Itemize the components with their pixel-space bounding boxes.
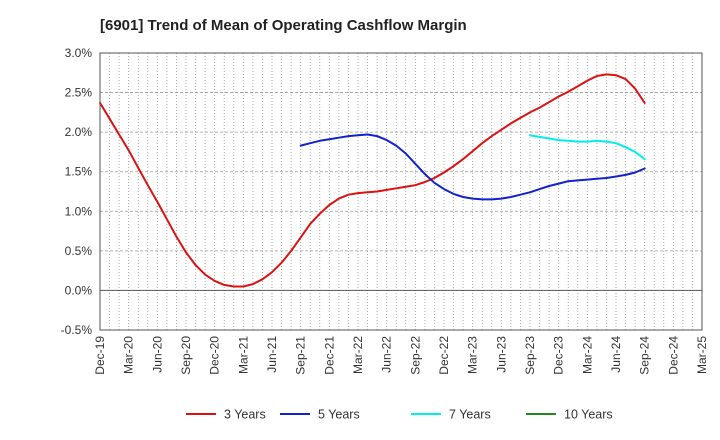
x-tick-label: Mar-25	[695, 336, 709, 374]
x-tick-label: Sep-23	[523, 336, 537, 375]
series-lines	[99, 73, 646, 288]
x-axis-ticks: Dec-19 Mar-20 Jun-20 Sep-20 Dec-20 Mar-21 Jun-…	[93, 336, 709, 375]
x-tick-label: Jun-22	[380, 336, 394, 373]
x-tick-label: Dec-23	[552, 336, 566, 375]
legend: 3 Years 5 Years 7 Years 10 Years	[186, 408, 613, 422]
x-tick-label: Mar-23	[466, 336, 480, 374]
chart-title: [6901] Trend of Mean of Operating Cashfl…	[100, 17, 467, 34]
y-tick-label: 0.5%	[65, 244, 93, 258]
x-tick-label: Mar-21	[236, 336, 250, 374]
x-tick-label: Dec-20	[208, 336, 222, 375]
plot-border	[99, 52, 703, 331]
x-tick-label: Dec-19	[93, 336, 107, 375]
x-tick-label: Dec-24	[666, 336, 680, 375]
y-tick-label: 2.0%	[65, 125, 93, 139]
x-tick-label: Sep-24	[638, 336, 652, 375]
y-tick-label: -0.5%	[61, 323, 93, 337]
x-tick-label: Mar-22	[351, 336, 365, 374]
x-tick-label: Mar-20	[122, 336, 136, 374]
y-tick-label: 1.0%	[65, 204, 93, 218]
x-tick-label: Dec-22	[437, 336, 451, 375]
series-line	[299, 133, 646, 201]
x-tick-label: Sep-21	[294, 336, 308, 375]
legend-label: 7 Years	[449, 408, 491, 422]
x-tick-label: Dec-21	[322, 336, 336, 375]
legend-label: 5 Years	[318, 408, 360, 422]
y-tick-label: 0.0%	[65, 283, 93, 297]
y-tick-label: 3.0%	[65, 46, 93, 60]
y-axis-ticks: -0.5% 0.0% 0.5% 1.0% 1.5% 2.0% 2.5% 3.0%	[61, 46, 93, 337]
series-line	[529, 134, 646, 161]
x-tick-label: Jun-24	[609, 336, 623, 373]
x-tick-label: Jun-21	[265, 336, 279, 373]
legend-label: 10 Years	[564, 408, 613, 422]
y-tick-label: 2.5%	[65, 86, 93, 100]
legend-label: 3 Years	[224, 408, 266, 422]
grid	[99, 52, 703, 331]
series-line	[99, 73, 646, 288]
y-tick-label: 1.5%	[65, 165, 93, 179]
x-tick-label: Mar-24	[580, 336, 594, 374]
x-tick-label: Jun-20	[150, 336, 164, 373]
x-tick-label: Sep-22	[408, 336, 422, 375]
x-tick-label: Jun-23	[494, 336, 508, 373]
x-tick-label: Sep-20	[179, 336, 193, 375]
